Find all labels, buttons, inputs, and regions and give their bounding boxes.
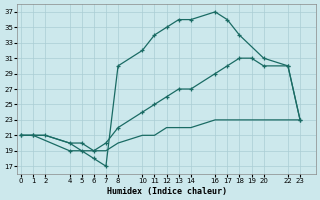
X-axis label: Humidex (Indice chaleur): Humidex (Indice chaleur) — [107, 187, 227, 196]
